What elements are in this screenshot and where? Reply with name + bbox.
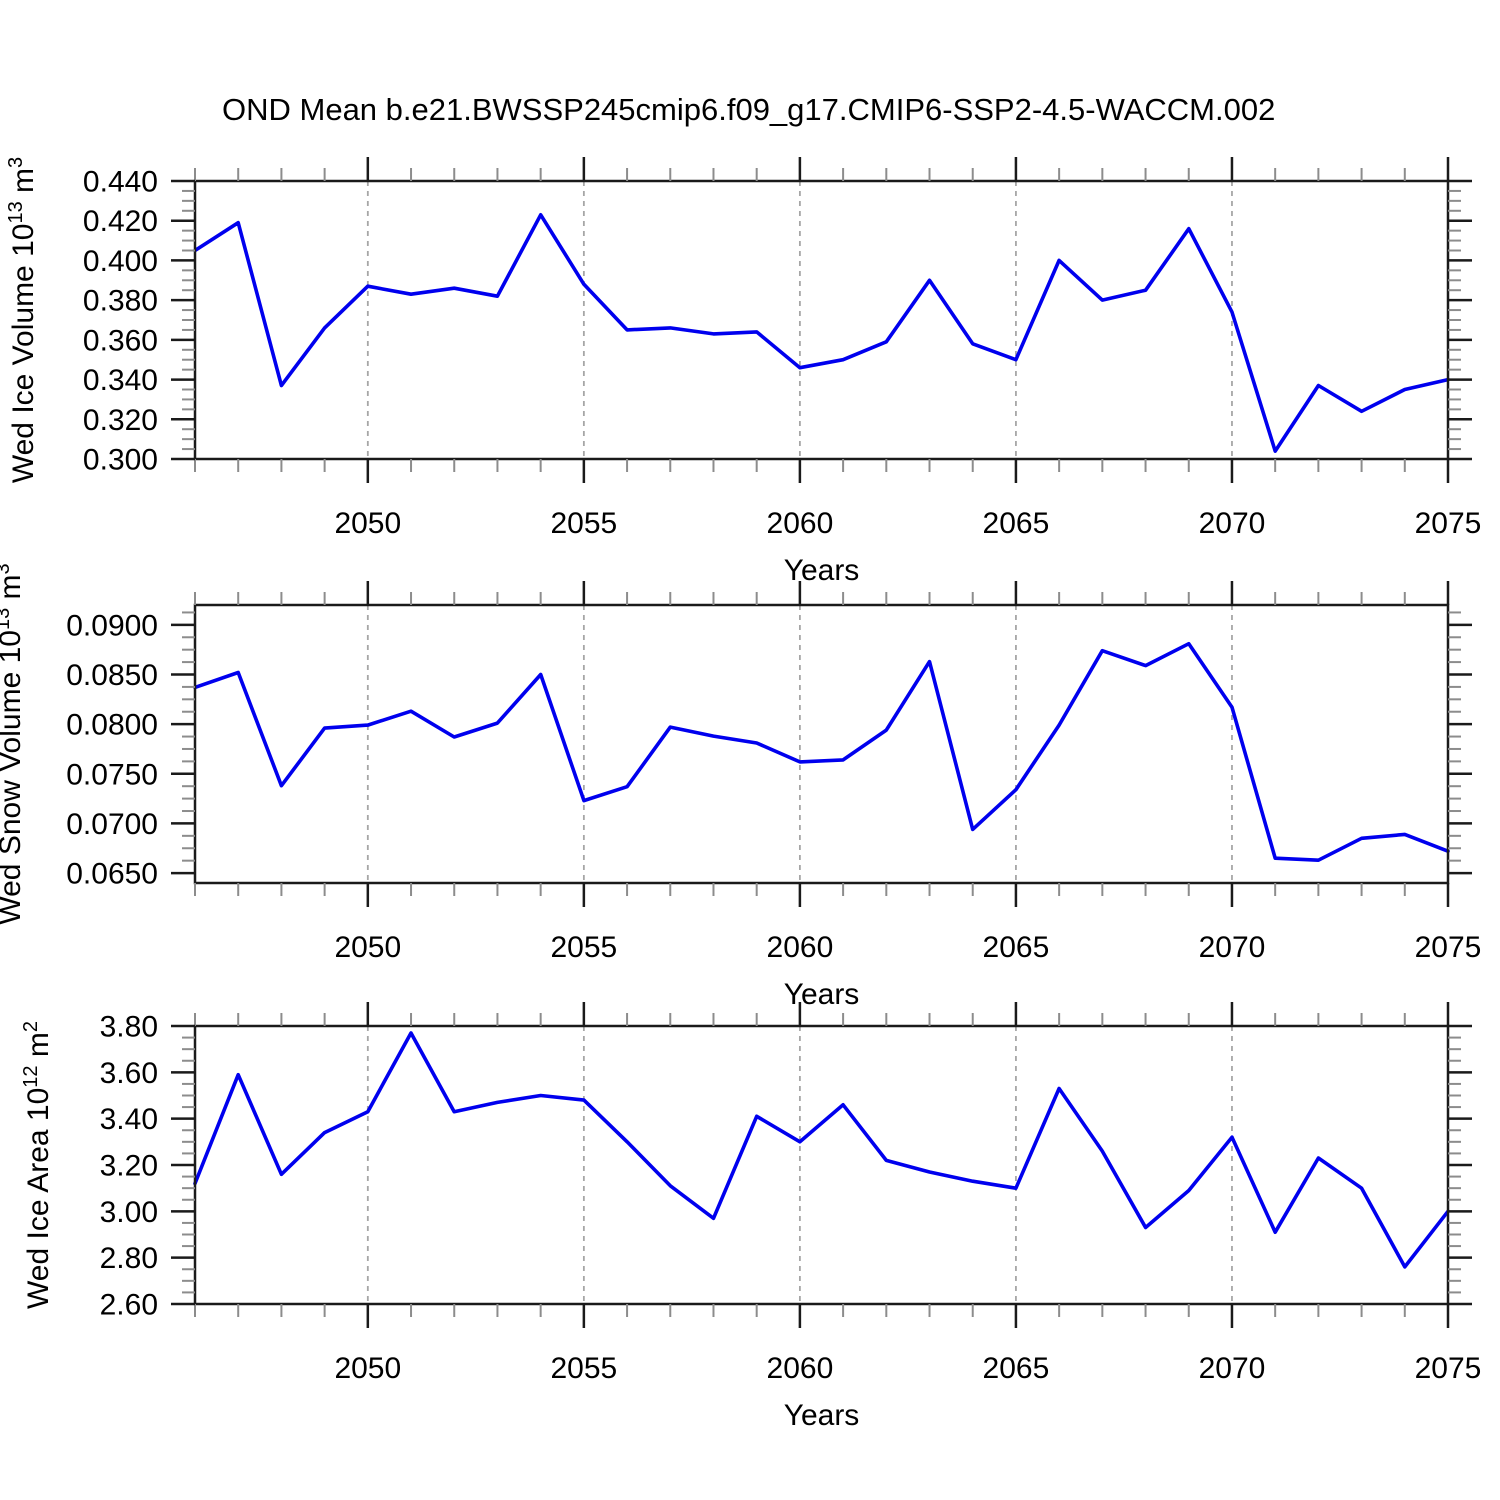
y-axis-title: Wed Ice Area 1012 m2 [20,1021,55,1309]
y-tick-label: 2.60 [100,1289,158,1322]
plot-frame [193,179,1450,461]
y-tick-label: 3.00 [100,1196,158,1229]
y-tick-label: 0.380 [83,285,158,318]
x-tick-label: 2065 [983,507,1050,540]
x-tick-label: 2075 [1415,931,1482,964]
x-tick-label: 2075 [1415,1352,1482,1385]
x-tick-label: 2060 [767,1352,834,1385]
y-tick-label: 3.80 [100,1011,158,1044]
x-tick-label: 2050 [334,1352,401,1385]
x-tick-label: 2070 [1199,931,1266,964]
data-line-wed-ice-area [193,1031,1450,1269]
data-line-wed-snow-volume [193,641,1450,863]
x-axis-title: Years [784,554,860,587]
x-tick-label: 2065 [983,931,1050,964]
y-axis-title: Wed Ice Volume 1013 m3 [5,157,40,483]
x-axis-title: Years [784,978,860,1011]
data-line-wed-ice-volume [193,213,1450,453]
y-tick-label: 0.300 [83,444,158,477]
y-tick-label: 0.440 [83,166,158,199]
y-tick-label: 0.420 [83,205,158,238]
y-tick-label: 0.400 [83,245,158,278]
x-tick-label: 2070 [1199,507,1266,540]
x-tick-label: 2055 [550,931,617,964]
plot-frame [193,1024,1450,1306]
y-tick-label: 0.0900 [66,609,158,642]
x-tick-label: 2050 [334,507,401,540]
y-axis-title: Wed Snow Volume 1013 m3 [0,563,27,924]
x-tick-label: 2060 [767,507,834,540]
y-tick-label: 0.0700 [66,808,158,841]
y-tick-label: 3.60 [100,1057,158,1090]
x-tick-label: 2055 [550,507,617,540]
plot-frame [193,603,1450,885]
y-tick-label: 0.0800 [66,709,158,742]
panel-wed-ice-area: 2050 2055 2060 2065 2070 2075 2.60 2.80 3.00 3.20… [20,1002,1481,1432]
y-tick-label: 0.0650 [66,858,158,891]
y-tick-label: 0.0750 [66,758,158,791]
y-tick-label: 2.80 [100,1242,158,1275]
y-tick-label: 0.360 [83,324,158,357]
y-tick-label: 0.0850 [66,659,158,692]
x-axis-title: Years [784,1399,860,1432]
y-tick-label: 3.40 [100,1103,158,1136]
panel-wed-snow-volume: 2050 2055 2060 2065 2070 2075 0.0650 0.0700 0.07… [0,563,1481,1011]
x-tick-label: 2060 [767,931,834,964]
y-tick-label: 0.340 [83,364,158,397]
x-tick-label: 2055 [550,1352,617,1385]
x-tick-label: 2050 [334,931,401,964]
x-tick-label: 2070 [1199,1352,1266,1385]
y-tick-label: 0.320 [83,404,158,437]
x-tick-label: 2075 [1415,507,1482,540]
chart-title: OND Mean b.e21.BWSSP245cmip6.f09_g17.CMI… [222,92,1276,127]
x-tick-label: 2065 [983,1352,1050,1385]
y-tick-label: 3.20 [100,1150,158,1183]
panel-wed-ice-volume: 2050 2055 2060 2065 2070 2075 0.300 0.320 0.340 0… [5,157,1481,587]
